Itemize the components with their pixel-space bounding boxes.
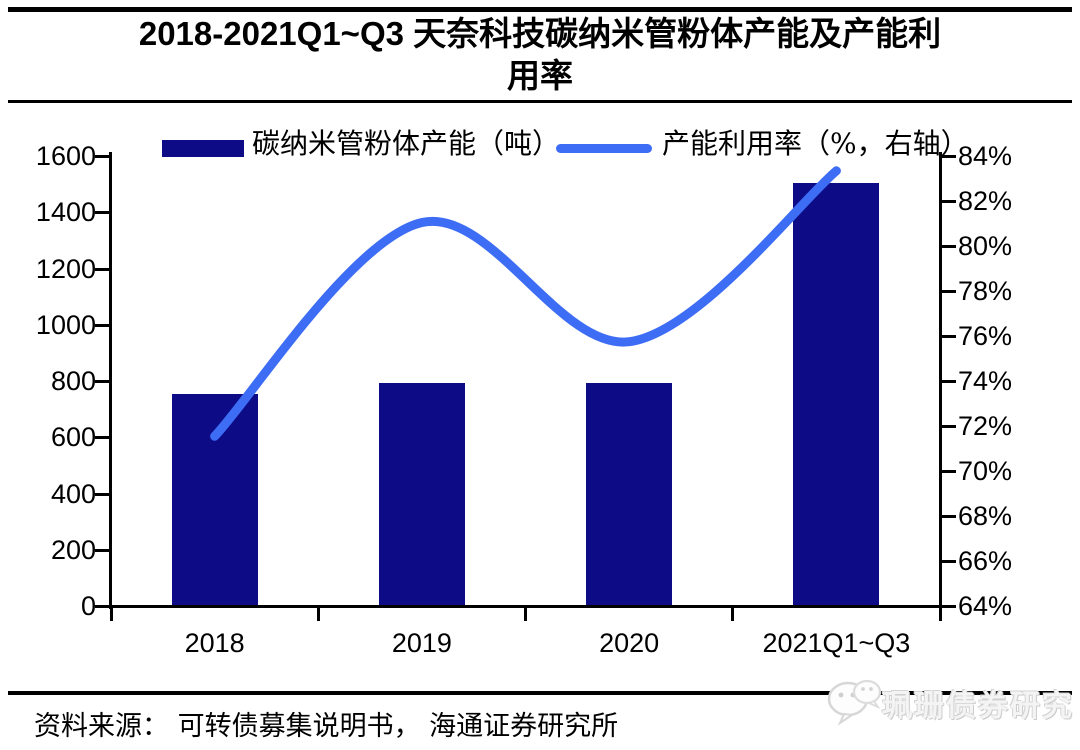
left-axis-tick <box>95 605 109 608</box>
title-separator-rule <box>8 100 1072 103</box>
right-axis-line <box>939 152 942 609</box>
footer-rule <box>8 691 1072 695</box>
left-axis-tick-label: 1600 <box>35 141 96 171</box>
x-axis-tick <box>938 607 942 621</box>
chart-title: 2018-2021Q1~Q3 天奈科技碳纳米管粉体产能及产能利 用率 <box>60 13 1020 97</box>
capacity-bar <box>793 183 880 605</box>
x-axis-line <box>109 605 942 608</box>
x-axis-tick <box>731 607 735 621</box>
x-axis-category-label: 2018 <box>184 628 245 658</box>
right-axis-tick <box>942 335 956 338</box>
legend-line-label: 产能利用率（%，右轴） <box>662 127 969 160</box>
x-axis-category-label: 2019 <box>391 628 452 658</box>
left-axis-line <box>109 152 112 609</box>
left-axis-tick-label: 400 <box>50 478 96 509</box>
right-axis-tick-label: 72% <box>958 411 1013 441</box>
chart-title-line1: 2018-2021Q1~Q3 天奈科技碳纳米管粉体产能及产能利 <box>138 15 942 52</box>
legend-bar-label: 碳纳米管粉体产能（吨） <box>252 127 561 160</box>
watermark-text: 珮珊债券研究 <box>882 689 1074 724</box>
x-axis-category-label: 2021Q1~Q3 <box>762 628 911 658</box>
capacity-bar <box>378 382 465 605</box>
legend-bar-swatch <box>162 140 244 157</box>
right-axis-tick <box>942 155 956 158</box>
right-axis-tick <box>942 605 956 608</box>
right-axis-tick-label: 84% <box>958 141 1013 171</box>
left-axis-tick <box>95 267 109 271</box>
wechat-icon <box>827 679 882 726</box>
left-axis-tick <box>95 492 109 496</box>
x-axis-tick <box>316 607 320 621</box>
left-axis-tick <box>95 323 109 327</box>
right-axis-tick <box>942 380 956 383</box>
right-axis-tick-label: 66% <box>958 546 1013 576</box>
left-axis-tick <box>95 436 109 440</box>
left-axis-tick-label: 600 <box>50 422 96 453</box>
left-axis-tick-label: 1400 <box>35 197 96 228</box>
right-axis-tick <box>942 200 956 203</box>
right-axis-tick-label: 76% <box>958 321 1013 351</box>
left-axis-tick <box>95 380 109 383</box>
x-axis-category-label: 2020 <box>599 628 660 658</box>
top-border-rule <box>8 7 1072 12</box>
capacity-bar <box>586 382 673 605</box>
left-axis-tick <box>95 548 109 552</box>
right-axis-tick-label: 74% <box>958 366 1013 396</box>
left-axis-tick-label: 1000 <box>35 309 96 340</box>
left-axis-tick-label: 800 <box>50 366 96 396</box>
source-note: 资料来源： 可转债募集说明书， 海通证券研究所 <box>34 711 619 742</box>
watermark: 珮珊债券研究 <box>826 674 1080 732</box>
right-axis-tick <box>942 515 956 518</box>
right-axis-tick <box>942 245 956 248</box>
left-axis-tick-label: 0 <box>80 591 96 621</box>
right-axis-tick-label: 70% <box>958 456 1013 486</box>
right-axis-tick-label: 64% <box>958 591 1013 621</box>
capacity-bar <box>171 394 258 605</box>
utilization-line <box>210 166 841 441</box>
right-axis-tick-label: 68% <box>958 501 1013 531</box>
x-axis-tick <box>524 607 527 621</box>
right-axis-tick-label: 80% <box>958 231 1013 261</box>
right-axis-tick <box>942 470 956 473</box>
left-axis-tick <box>95 155 109 158</box>
right-axis-tick <box>942 560 956 563</box>
x-axis-tick <box>109 607 113 621</box>
legend-line-swatch <box>556 144 652 153</box>
right-axis-tick-label: 82% <box>958 186 1013 216</box>
right-axis-tick-label: 78% <box>958 276 1013 306</box>
left-axis-tick-label: 200 <box>50 534 96 565</box>
right-axis-tick <box>942 425 956 428</box>
left-axis-tick-label: 1200 <box>35 253 96 284</box>
right-axis-tick <box>942 290 956 293</box>
left-axis-tick <box>95 211 109 215</box>
chart-title-line2: 用率 <box>507 57 573 94</box>
